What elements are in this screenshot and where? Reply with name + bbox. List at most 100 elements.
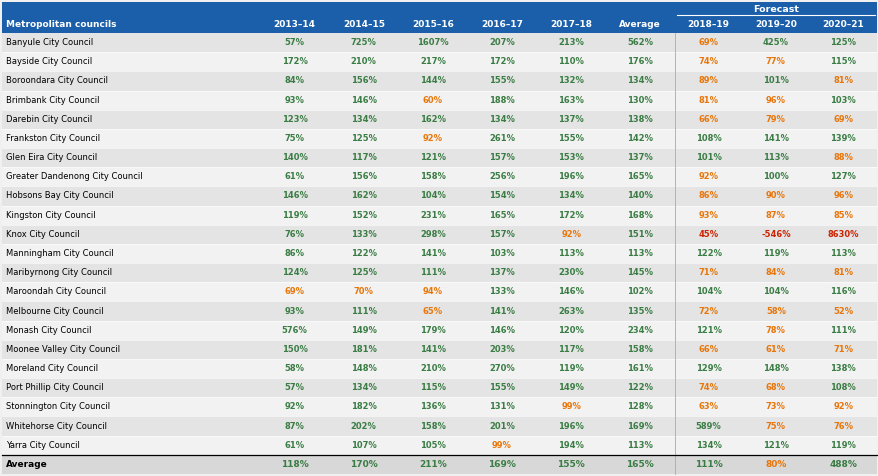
Bar xyxy=(2,244,876,263)
Text: Frankston City Council: Frankston City Council xyxy=(6,134,100,143)
Text: 261%: 261% xyxy=(488,134,515,143)
Text: 165%: 165% xyxy=(626,460,653,469)
Text: 153%: 153% xyxy=(558,153,584,162)
Text: 75%: 75% xyxy=(284,134,305,143)
Text: 140%: 140% xyxy=(627,191,652,200)
Text: 63%: 63% xyxy=(698,402,717,411)
Text: 113%: 113% xyxy=(627,441,652,450)
Text: Bayside City Council: Bayside City Council xyxy=(6,57,92,66)
Text: 92%: 92% xyxy=(832,402,853,411)
Bar xyxy=(2,206,876,225)
Text: 111%: 111% xyxy=(350,307,377,316)
Text: 70%: 70% xyxy=(354,288,373,297)
Text: 142%: 142% xyxy=(627,134,652,143)
Text: 589%: 589% xyxy=(694,422,721,431)
Text: Yarra City Council: Yarra City Council xyxy=(6,441,80,450)
Text: Brimbank City Council: Brimbank City Council xyxy=(6,96,99,105)
Bar xyxy=(2,33,876,52)
Text: 69%: 69% xyxy=(698,38,717,47)
Text: 488%: 488% xyxy=(829,460,856,469)
Text: 81%: 81% xyxy=(832,77,853,85)
Text: Metropolitan councils: Metropolitan councils xyxy=(6,20,117,29)
Text: 137%: 137% xyxy=(627,153,652,162)
Text: 196%: 196% xyxy=(558,172,584,181)
Text: 60%: 60% xyxy=(422,96,443,105)
Text: 119%: 119% xyxy=(558,364,584,373)
Text: 110%: 110% xyxy=(558,57,584,66)
Text: 133%: 133% xyxy=(350,230,377,239)
Text: 148%: 148% xyxy=(762,364,788,373)
Text: 125%: 125% xyxy=(830,38,855,47)
Text: 161%: 161% xyxy=(627,364,652,373)
Text: 90%: 90% xyxy=(765,191,785,200)
Text: 140%: 140% xyxy=(282,153,307,162)
Text: 145%: 145% xyxy=(627,268,652,277)
Text: Kingston City Council: Kingston City Council xyxy=(6,211,96,219)
Text: 202%: 202% xyxy=(350,422,377,431)
Text: 103%: 103% xyxy=(830,96,855,105)
Bar xyxy=(2,52,876,71)
Text: -546%: -546% xyxy=(760,230,790,239)
Text: 66%: 66% xyxy=(698,345,718,354)
Text: 87%: 87% xyxy=(765,211,785,219)
Text: 230%: 230% xyxy=(558,268,583,277)
Text: 58%: 58% xyxy=(284,364,305,373)
Bar xyxy=(2,378,876,397)
Bar xyxy=(2,225,876,244)
Text: 121%: 121% xyxy=(694,326,721,335)
Text: 136%: 136% xyxy=(420,402,445,411)
Text: 111%: 111% xyxy=(420,268,445,277)
Text: 2014–15: 2014–15 xyxy=(342,20,385,29)
Text: 155%: 155% xyxy=(488,77,515,85)
Text: Hobsons Bay City Council: Hobsons Bay City Council xyxy=(6,191,113,200)
Text: 118%: 118% xyxy=(280,460,308,469)
Text: 92%: 92% xyxy=(422,134,443,143)
Text: Average: Average xyxy=(619,20,660,29)
Text: 194%: 194% xyxy=(558,441,584,450)
Text: 176%: 176% xyxy=(627,57,652,66)
Text: 201%: 201% xyxy=(488,422,515,431)
Text: 172%: 172% xyxy=(488,57,515,66)
Text: 2018–19: 2018–19 xyxy=(687,20,729,29)
Text: 132%: 132% xyxy=(558,77,584,85)
Text: 73%: 73% xyxy=(765,402,785,411)
Text: 104%: 104% xyxy=(762,288,788,297)
Text: 69%: 69% xyxy=(832,115,853,124)
Text: 172%: 172% xyxy=(558,211,584,219)
Text: 141%: 141% xyxy=(420,345,445,354)
Text: 92%: 92% xyxy=(284,402,305,411)
Bar xyxy=(2,109,876,129)
Text: 123%: 123% xyxy=(282,115,307,124)
Text: 113%: 113% xyxy=(830,249,855,258)
Text: 134%: 134% xyxy=(350,383,377,392)
Text: 100%: 100% xyxy=(762,172,788,181)
Text: 138%: 138% xyxy=(830,364,855,373)
Text: 52%: 52% xyxy=(832,307,853,316)
Text: 210%: 210% xyxy=(420,364,445,373)
Text: 121%: 121% xyxy=(420,153,445,162)
Text: Boroondara City Council: Boroondara City Council xyxy=(6,77,108,85)
Bar xyxy=(2,148,876,167)
Text: 425%: 425% xyxy=(762,38,788,47)
Text: 119%: 119% xyxy=(282,211,307,219)
Text: 141%: 141% xyxy=(762,134,788,143)
Text: 210%: 210% xyxy=(350,57,377,66)
Text: Moonee Valley City Council: Moonee Valley City Council xyxy=(6,345,120,354)
Text: 89%: 89% xyxy=(698,77,717,85)
Text: 74%: 74% xyxy=(698,383,717,392)
Text: 84%: 84% xyxy=(765,268,785,277)
Text: 128%: 128% xyxy=(627,402,652,411)
Text: 93%: 93% xyxy=(698,211,717,219)
Text: 562%: 562% xyxy=(627,38,652,47)
Text: 88%: 88% xyxy=(832,153,853,162)
Text: 79%: 79% xyxy=(765,115,785,124)
Text: 45%: 45% xyxy=(698,230,718,239)
Text: 155%: 155% xyxy=(558,134,584,143)
Text: 71%: 71% xyxy=(698,268,717,277)
Text: 92%: 92% xyxy=(698,172,717,181)
Text: Average: Average xyxy=(6,460,47,469)
Text: 68%: 68% xyxy=(765,383,785,392)
Text: 115%: 115% xyxy=(830,57,855,66)
Text: 138%: 138% xyxy=(627,115,652,124)
Bar xyxy=(2,282,876,301)
